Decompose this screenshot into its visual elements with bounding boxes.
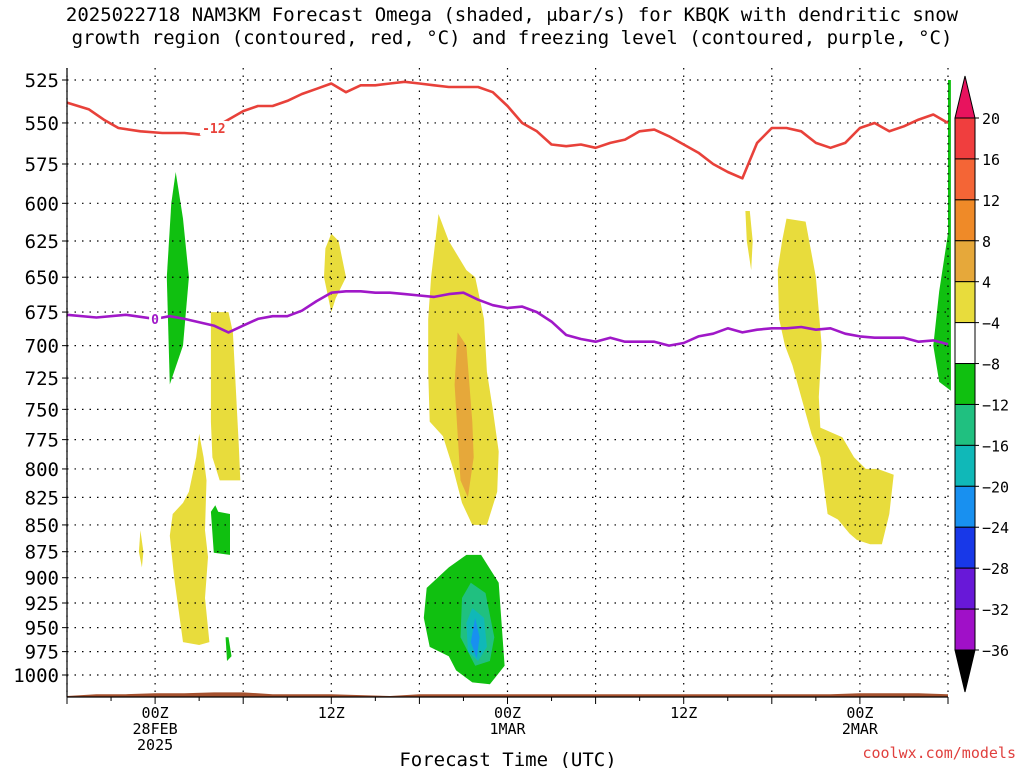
x-tick-label-3-line-0: 12Z — [670, 704, 697, 722]
y-tick-label-900: 900 — [25, 568, 59, 590]
source-watermark: coolwx.com/models — [862, 744, 1016, 762]
omega-region-10 — [138, 530, 144, 568]
y-tick-label-600: 600 — [25, 193, 59, 215]
omega-shaded-regions — [138, 80, 951, 685]
colorbar-bottom-arrow — [954, 649, 976, 693]
colorbar-cell-0 — [954, 117, 976, 160]
y-tick-label-525: 525 — [25, 70, 59, 92]
x-tick-label-0-line-0: 00Z — [142, 704, 169, 722]
contour-0-label-bg — [149, 311, 162, 326]
x-tick-label-2-line-0: 00Z — [494, 704, 521, 722]
x-tick-label-0-line-1: 28FEB — [133, 720, 178, 738]
omega-colorbar: 20 16 12 8 4 −4 −8 −12 −16 −20 −24 −28 −32 −36 — [954, 75, 1009, 693]
colorbar-label-8: −16 — [982, 437, 1009, 455]
y-tick-label-575: 575 — [25, 154, 59, 176]
colorbar-label-6: −8 — [982, 356, 1000, 374]
omega-region-0 — [166, 172, 189, 385]
x-tick-label-1-line-0: 12Z — [318, 704, 345, 722]
y-tick-label-875: 875 — [25, 542, 59, 564]
x-tick-label-4-line-0: 00Z — [846, 704, 873, 722]
x-tick-label-4: 00Z 2MAR — [842, 704, 879, 738]
y-tick-label-625: 625 — [25, 231, 59, 253]
colorbar-cell-8 — [954, 444, 976, 487]
colorbar-cell-3 — [954, 240, 976, 283]
colorbar-label-13: −36 — [982, 642, 1009, 660]
colorbar-label-5: −4 — [982, 315, 1000, 333]
title-line-1: 2025022718 NAM3KM Forecast Omega (shaded… — [65, 4, 959, 26]
colorbar-label-0: 20 — [982, 110, 1000, 128]
colorbar-label-2: 12 — [982, 192, 1000, 210]
x-tick-label-0: 00Z 28FEB 2025 — [133, 704, 178, 754]
colorbar-cell-11 — [954, 567, 976, 610]
y-axis-ticks: 525 550 575 600 625 650 675 700 725 750 775 800 825 8… — [13, 70, 67, 687]
y-tick-label-950: 950 — [25, 618, 59, 640]
colorbar-cell-5 — [954, 322, 976, 365]
y-tick-label-800: 800 — [25, 459, 59, 481]
colorbar-cell-10 — [954, 526, 976, 569]
contour-0-line — [66, 289, 949, 347]
omega-region-7 — [933, 80, 951, 391]
colorbar-cell-9 — [954, 485, 976, 528]
colorbar-label-1: 16 — [982, 151, 1000, 169]
colorbar-cell-7 — [954, 403, 976, 446]
terrain-fill — [67, 692, 948, 697]
omega-region-6 — [470, 617, 480, 659]
y-tick-label-825: 825 — [25, 487, 59, 509]
colorbar-cell-12 — [954, 608, 976, 651]
colorbar-label-7: −12 — [982, 396, 1009, 414]
x-tick-label-1: 12Z — [318, 704, 345, 722]
colorbar-label-10: −24 — [982, 519, 1009, 537]
x-axis-label: Forecast Time (UTC) — [399, 749, 616, 768]
title-line-2: growth region (contoured, red, °C) and f… — [71, 27, 953, 49]
y-tick-label-675: 675 — [25, 302, 59, 324]
colorbar-label-3: 8 — [982, 233, 991, 251]
colorbar-label-11: −28 — [982, 560, 1009, 578]
contour-12-label-bg — [199, 120, 228, 135]
colorbar-label-4: 4 — [982, 274, 991, 292]
x-tick-label-0-line-2: 2025 — [137, 736, 173, 754]
y-tick-label-1000: 1000 — [13, 665, 59, 687]
contour-0-label: 0 — [151, 313, 159, 328]
colorbar-top-arrow — [954, 75, 976, 119]
contour-12-line — [66, 80, 949, 180]
chart-title: 2025022718 NAM3KM Forecast Omega (shaded… — [0, 4, 1024, 50]
colorbar-label-12: −32 — [982, 601, 1009, 619]
y-tick-label-725: 725 — [25, 368, 59, 390]
omega-region-2 — [225, 637, 232, 661]
omega-region-15 — [777, 218, 894, 545]
omega-region-13 — [454, 332, 474, 498]
y-tick-label-700: 700 — [25, 336, 59, 358]
y-tick-label-850: 850 — [25, 515, 59, 537]
terrain-layer — [67, 692, 948, 697]
contour-series: -12 0 — [66, 80, 949, 347]
colorbar-cell-2 — [954, 199, 976, 242]
y-tick-label-925: 925 — [25, 593, 59, 615]
contour-12-label: -12 — [202, 122, 225, 137]
x-tick-label-2: 00Z 1MAR — [489, 704, 526, 738]
y-tick-label-550: 550 — [25, 113, 59, 135]
x-tick-label-4-line-1: 2MAR — [842, 720, 879, 738]
omega-region-9 — [169, 433, 210, 645]
omega-region-14 — [745, 211, 753, 271]
omega-region-11 — [324, 233, 346, 313]
y-tick-label-775: 775 — [25, 430, 59, 452]
x-tick-label-3: 12Z — [670, 704, 697, 722]
colorbar-cell-1 — [954, 158, 976, 201]
y-tick-label-650: 650 — [25, 267, 59, 289]
omega-region-1 — [210, 505, 230, 555]
y-tick-label-750: 750 — [25, 399, 59, 421]
colorbar-cell-4 — [954, 281, 976, 324]
y-tick-label-975: 975 — [25, 642, 59, 664]
colorbar-label-9: −20 — [982, 478, 1009, 496]
colorbar-cell-6 — [954, 363, 976, 405]
x-tick-label-2-line-1: 1MAR — [489, 720, 526, 738]
omega-region-8 — [210, 312, 241, 481]
